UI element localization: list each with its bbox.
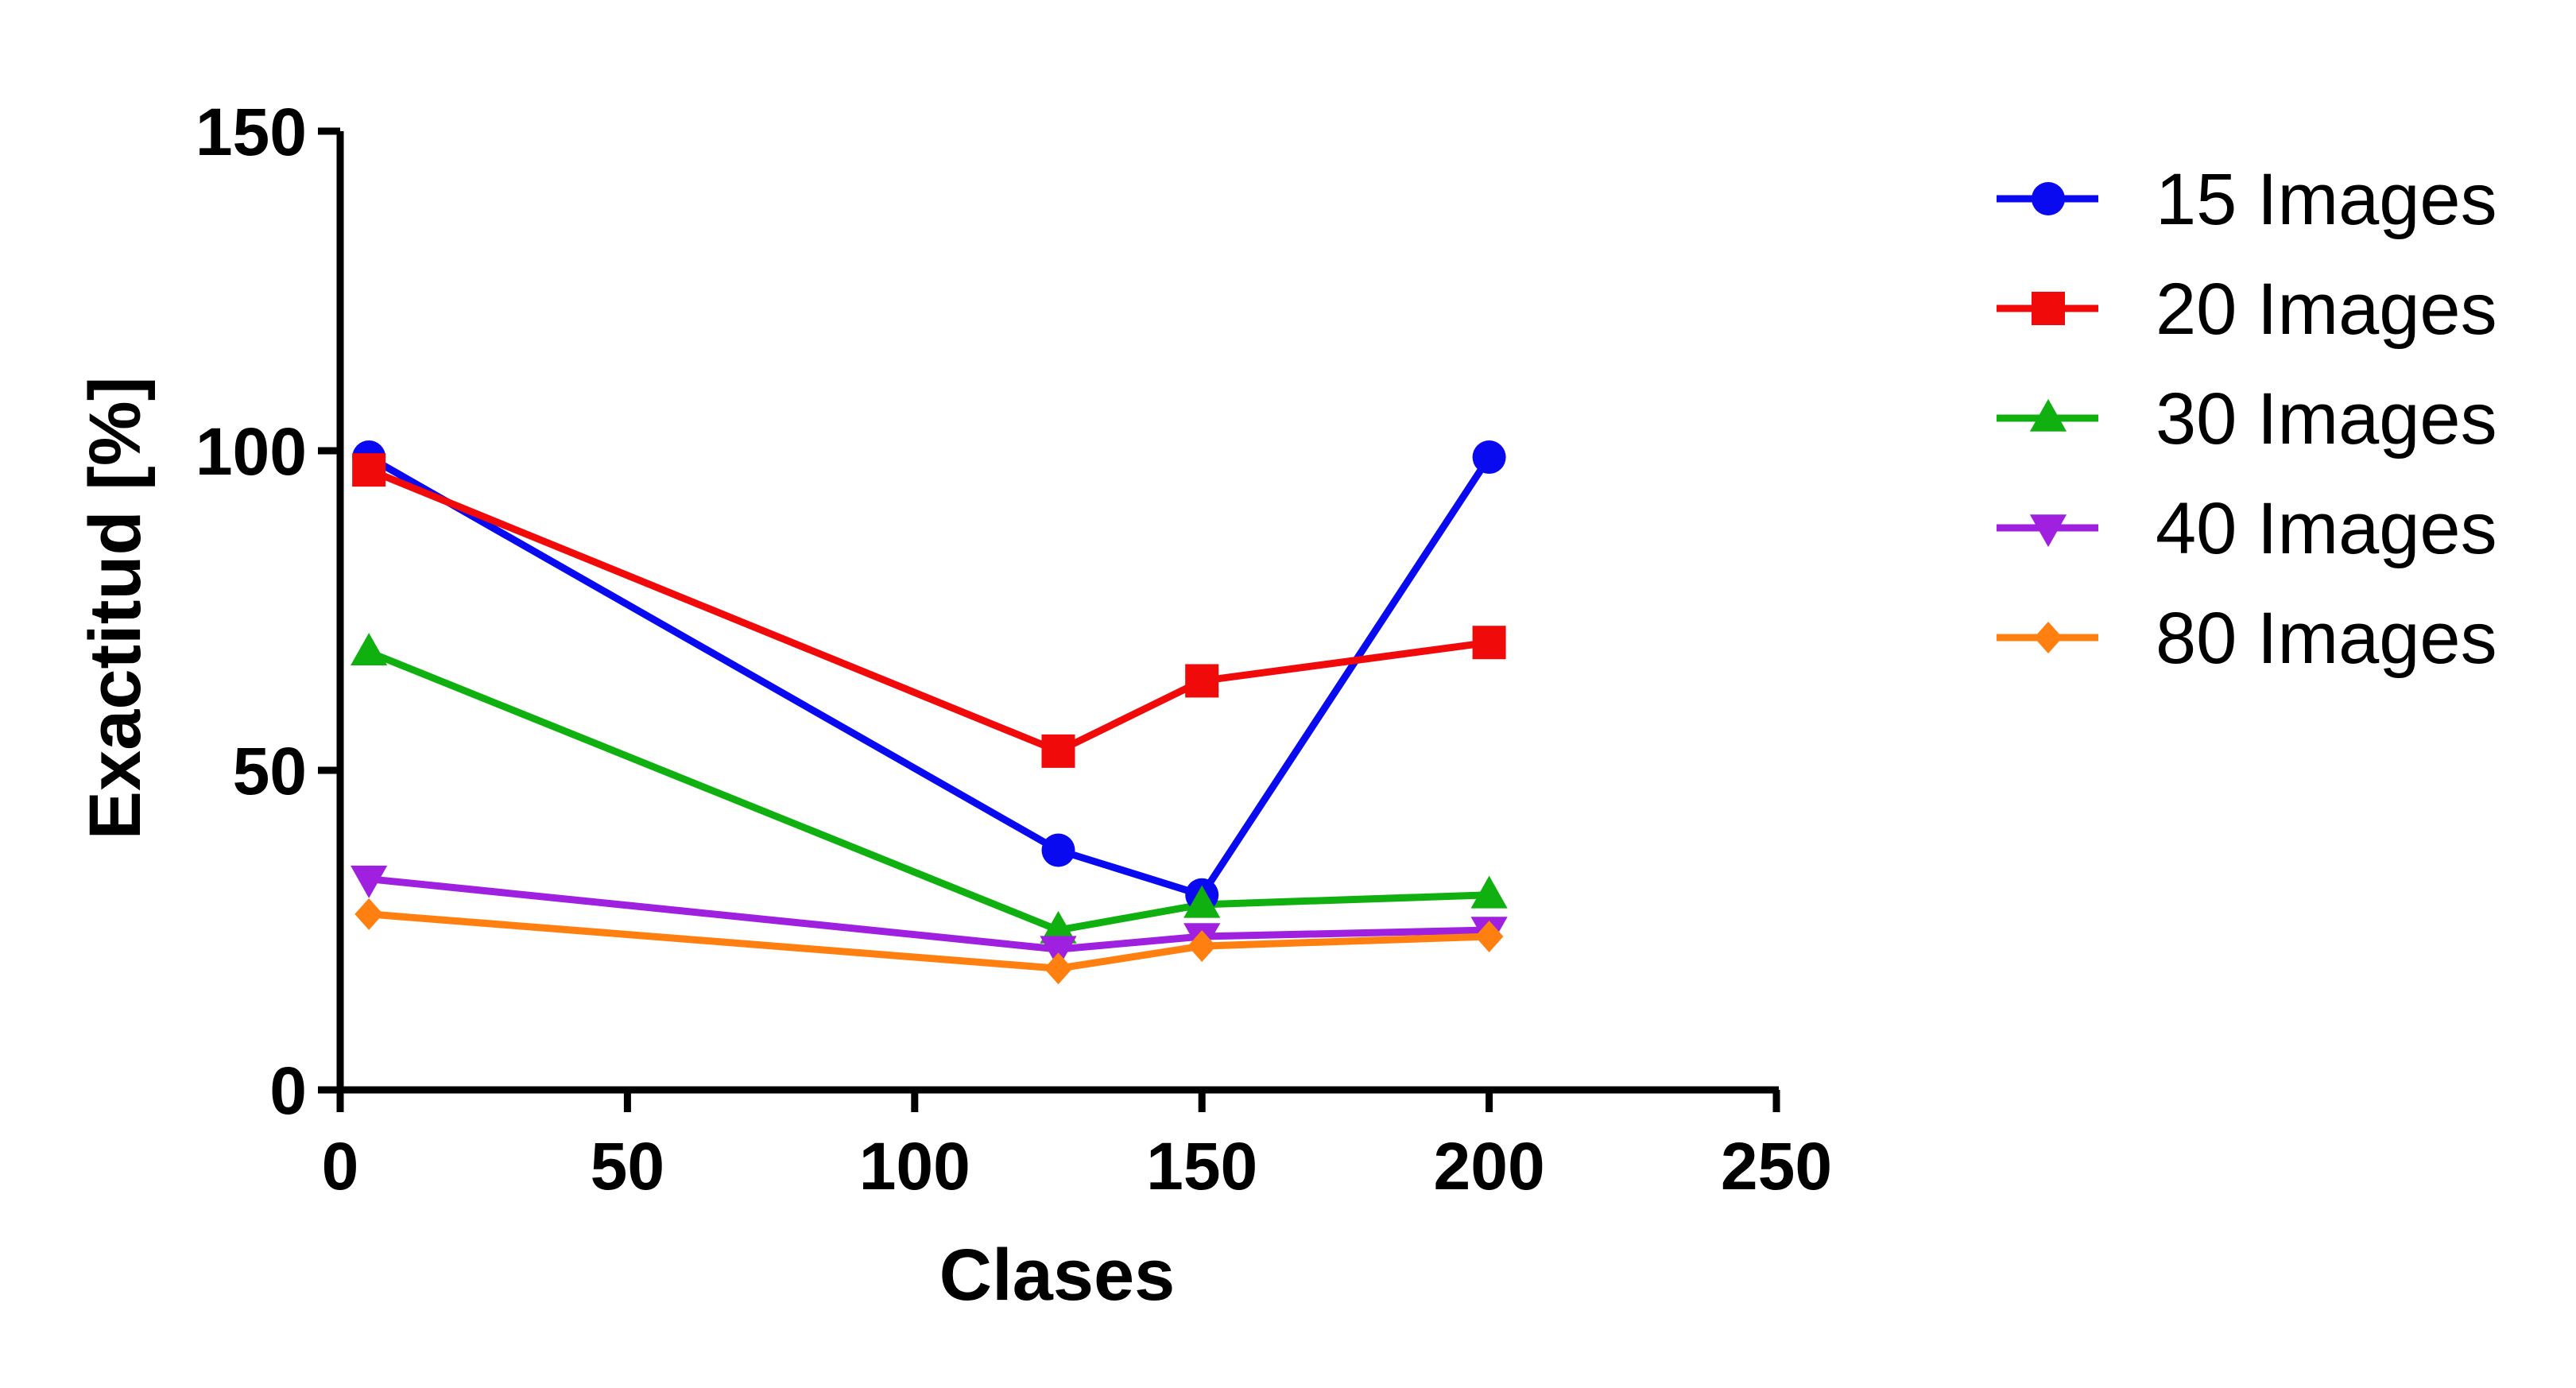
y-tick-label: 0 (269, 1053, 307, 1128)
legend-label: 20 Images (2156, 269, 2497, 350)
legend-item-1: 15 Images (1997, 159, 2497, 240)
legend-marker (2034, 622, 2063, 653)
legend-label: 80 Images (2156, 598, 2497, 679)
y-tick-label: 100 (196, 414, 307, 489)
data-point-series-2 (352, 453, 386, 487)
legend-item-4: 40 Images (1997, 488, 2497, 569)
data-point-series-5 (1474, 921, 1504, 952)
data-point-series-4 (1040, 936, 1077, 969)
data-point-series-2 (1041, 734, 1075, 768)
series-line-4 (368, 875, 1489, 953)
data-point-series-5 (354, 898, 383, 930)
legend-marker (2029, 398, 2067, 432)
data-point-series-5 (1187, 930, 1217, 963)
series-markers (351, 440, 1508, 985)
series-line-1 (366, 454, 1493, 899)
data-point-series-3 (351, 633, 388, 666)
x-tick-label: 250 (1721, 1129, 1832, 1204)
axes: 0 50 100 150 200 250 0 50 100 150 (196, 95, 1832, 1204)
data-point-series-1 (1041, 833, 1075, 867)
legend-label: 30 Images (2156, 378, 2497, 459)
series-line-2 (367, 466, 1490, 755)
x-tick-label: 200 (1434, 1129, 1545, 1204)
legend: 15 Images 20 Images 30 Images 40 Images 80 I… (1997, 159, 2497, 679)
x-tick-label: 50 (591, 1129, 664, 1204)
x-axis-title: Clases (939, 1235, 1176, 1316)
x-tick-label: 100 (859, 1129, 970, 1204)
series-line-5 (368, 910, 1489, 972)
data-point-series-2 (1472, 626, 1506, 660)
data-point-series-2 (1185, 664, 1219, 698)
data-point-series-3 (1183, 885, 1221, 918)
legend-marker (2032, 182, 2065, 215)
legend-label: 15 Images (2156, 159, 2497, 240)
legend-marker (2032, 292, 2065, 325)
data-point-series-5 (1044, 952, 1073, 985)
y-axis-title: Exactitud [%] (75, 377, 156, 840)
series-lines (366, 454, 1493, 972)
legend-item-5: 80 Images (1997, 598, 2497, 679)
data-point-series-3 (1040, 910, 1077, 944)
x-tick-label: 0 (322, 1129, 359, 1204)
legend-item-2: 20 Images (1997, 269, 2497, 350)
series-line-3 (367, 649, 1489, 934)
legend-label: 40 Images (2156, 488, 2497, 569)
legend-marker (2029, 514, 2067, 548)
data-point-series-1 (1472, 440, 1506, 475)
data-point-series-3 (1470, 875, 1508, 909)
y-tick-label: 50 (233, 734, 307, 808)
data-point-series-4 (351, 865, 388, 898)
y-tick-label: 150 (196, 95, 307, 169)
x-tick-label: 150 (1146, 1129, 1257, 1204)
legend-item-3: 30 Images (1997, 378, 2497, 459)
